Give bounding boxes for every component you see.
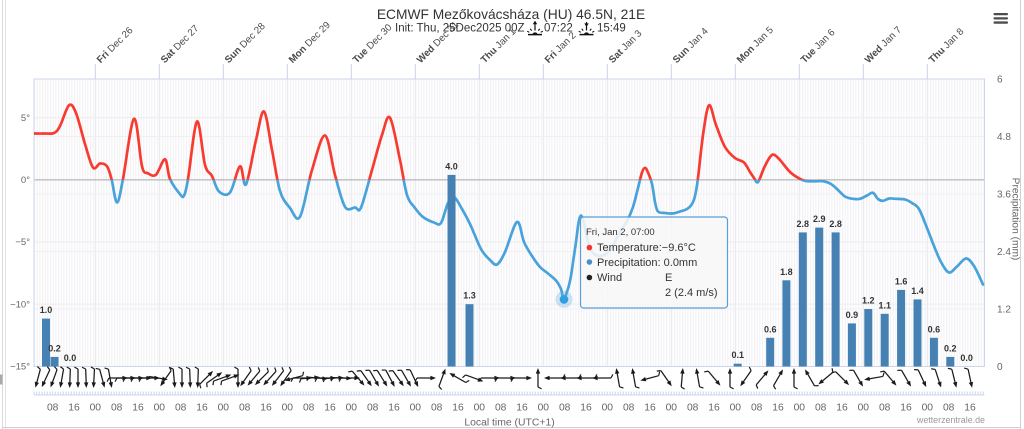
svg-text:16: 16	[836, 402, 848, 413]
svg-text:0.1: 0.1	[731, 350, 744, 360]
svg-text:Local time (UTC+1): Local time (UTC+1)	[464, 418, 554, 429]
svg-text:16: 16	[388, 402, 400, 413]
svg-text:3.6: 3.6	[997, 190, 1011, 201]
svg-text:00: 00	[922, 402, 934, 413]
svg-text:00: 00	[474, 402, 486, 413]
svg-text:16: 16	[644, 402, 656, 413]
svg-text:Init: Thu, 25Dec2025 00Z: Init: Thu, 25Dec2025 00Z	[395, 22, 525, 34]
svg-text:1.4: 1.4	[911, 286, 924, 296]
svg-text:08: 08	[239, 402, 251, 413]
svg-text:08: 08	[47, 402, 59, 413]
svg-text:2 (2.4 m/s): 2 (2.4 m/s)	[665, 287, 718, 299]
svg-text:−5°: −5°	[15, 237, 30, 248]
svg-text:16: 16	[68, 402, 80, 413]
svg-text:15:49: 15:49	[597, 22, 626, 34]
svg-text:1.6: 1.6	[895, 276, 908, 286]
svg-text:0.6: 0.6	[928, 324, 941, 334]
svg-text:Precipitation (mm): Precipitation (mm)	[1010, 178, 1021, 261]
svg-text:00: 00	[666, 402, 678, 413]
svg-text:4.0: 4.0	[445, 161, 458, 171]
svg-text:0.0: 0.0	[64, 353, 77, 363]
svg-text:0.2: 0.2	[48, 343, 61, 353]
svg-text:1.0: 1.0	[40, 305, 53, 315]
svg-text:08: 08	[175, 402, 187, 413]
svg-text:08: 08	[111, 402, 123, 413]
svg-text:0.0: 0.0	[960, 353, 973, 363]
svg-text:08: 08	[687, 402, 699, 413]
svg-text:Temperature:−9.6°C: Temperature:−9.6°C	[597, 242, 696, 254]
svg-text:−15°: −15°	[10, 361, 30, 372]
svg-text:08: 08	[879, 402, 891, 413]
svg-text:1.1: 1.1	[878, 300, 891, 310]
svg-text:1.2: 1.2	[997, 305, 1011, 316]
svg-text:Wind: Wind	[597, 272, 622, 284]
svg-text:E: E	[665, 272, 672, 284]
svg-text:00: 00	[282, 402, 294, 413]
svg-text:ECMWF Mezőkovácsháza (HU) 46.5: ECMWF Mezőkovácsháza (HU) 46.5N, 21E	[377, 7, 645, 22]
svg-text:−10°: −10°	[10, 299, 30, 310]
svg-text:08: 08	[623, 402, 635, 413]
svg-text:16: 16	[196, 402, 208, 413]
svg-text:00: 00	[154, 402, 166, 413]
svg-text:4.8: 4.8	[997, 132, 1011, 143]
svg-text:0.6: 0.6	[764, 324, 777, 334]
svg-text:Precipitation: 0.0mm: Precipitation: 0.0mm	[597, 257, 697, 269]
svg-text:00: 00	[538, 402, 550, 413]
svg-text:08: 08	[495, 402, 507, 413]
svg-text:00: 00	[858, 402, 870, 413]
svg-text:Fri, Jan 2, 07:00: Fri, Jan 2, 07:00	[586, 227, 655, 238]
svg-text:00: 00	[794, 402, 806, 413]
svg-text:16: 16	[132, 402, 144, 413]
svg-text:6: 6	[997, 75, 1003, 86]
svg-text:16: 16	[452, 402, 464, 413]
svg-text:1.2: 1.2	[862, 296, 875, 306]
svg-text:16: 16	[580, 402, 592, 413]
svg-text:2.4: 2.4	[997, 247, 1011, 258]
svg-text:16: 16	[964, 402, 976, 413]
svg-text:0.9: 0.9	[846, 310, 859, 320]
svg-text:16: 16	[900, 402, 912, 413]
svg-text:0.2: 0.2	[944, 343, 957, 353]
svg-text:00: 00	[602, 402, 614, 413]
svg-text:0: 0	[997, 362, 1003, 373]
svg-text:00: 00	[410, 402, 422, 413]
svg-text:08: 08	[751, 402, 763, 413]
svg-text:07:22: 07:22	[544, 22, 573, 34]
svg-text:1.8: 1.8	[780, 267, 793, 277]
svg-text:08: 08	[559, 402, 571, 413]
svg-text:08: 08	[431, 402, 443, 413]
svg-text:2.9: 2.9	[813, 214, 826, 224]
svg-text:00: 00	[90, 402, 102, 413]
svg-text:08: 08	[943, 402, 955, 413]
svg-text:5°: 5°	[21, 113, 30, 124]
svg-text:16: 16	[708, 402, 720, 413]
svg-text:16: 16	[260, 402, 272, 413]
svg-text:0°: 0°	[21, 175, 30, 186]
svg-text:08: 08	[303, 402, 315, 413]
svg-text:2.8: 2.8	[829, 219, 842, 229]
svg-text:00: 00	[346, 402, 358, 413]
svg-text:00: 00	[730, 402, 742, 413]
svg-text:16: 16	[324, 402, 336, 413]
svg-text:1.3: 1.3	[463, 291, 476, 301]
svg-text:16: 16	[516, 402, 528, 413]
svg-text:2.8: 2.8	[797, 219, 810, 229]
svg-text:00: 00	[218, 402, 230, 413]
svg-text:16: 16	[772, 402, 784, 413]
svg-text:08: 08	[367, 402, 379, 413]
svg-text:08: 08	[815, 402, 827, 413]
svg-text:wetterzentrale.de: wetterzentrale.de	[916, 415, 985, 425]
